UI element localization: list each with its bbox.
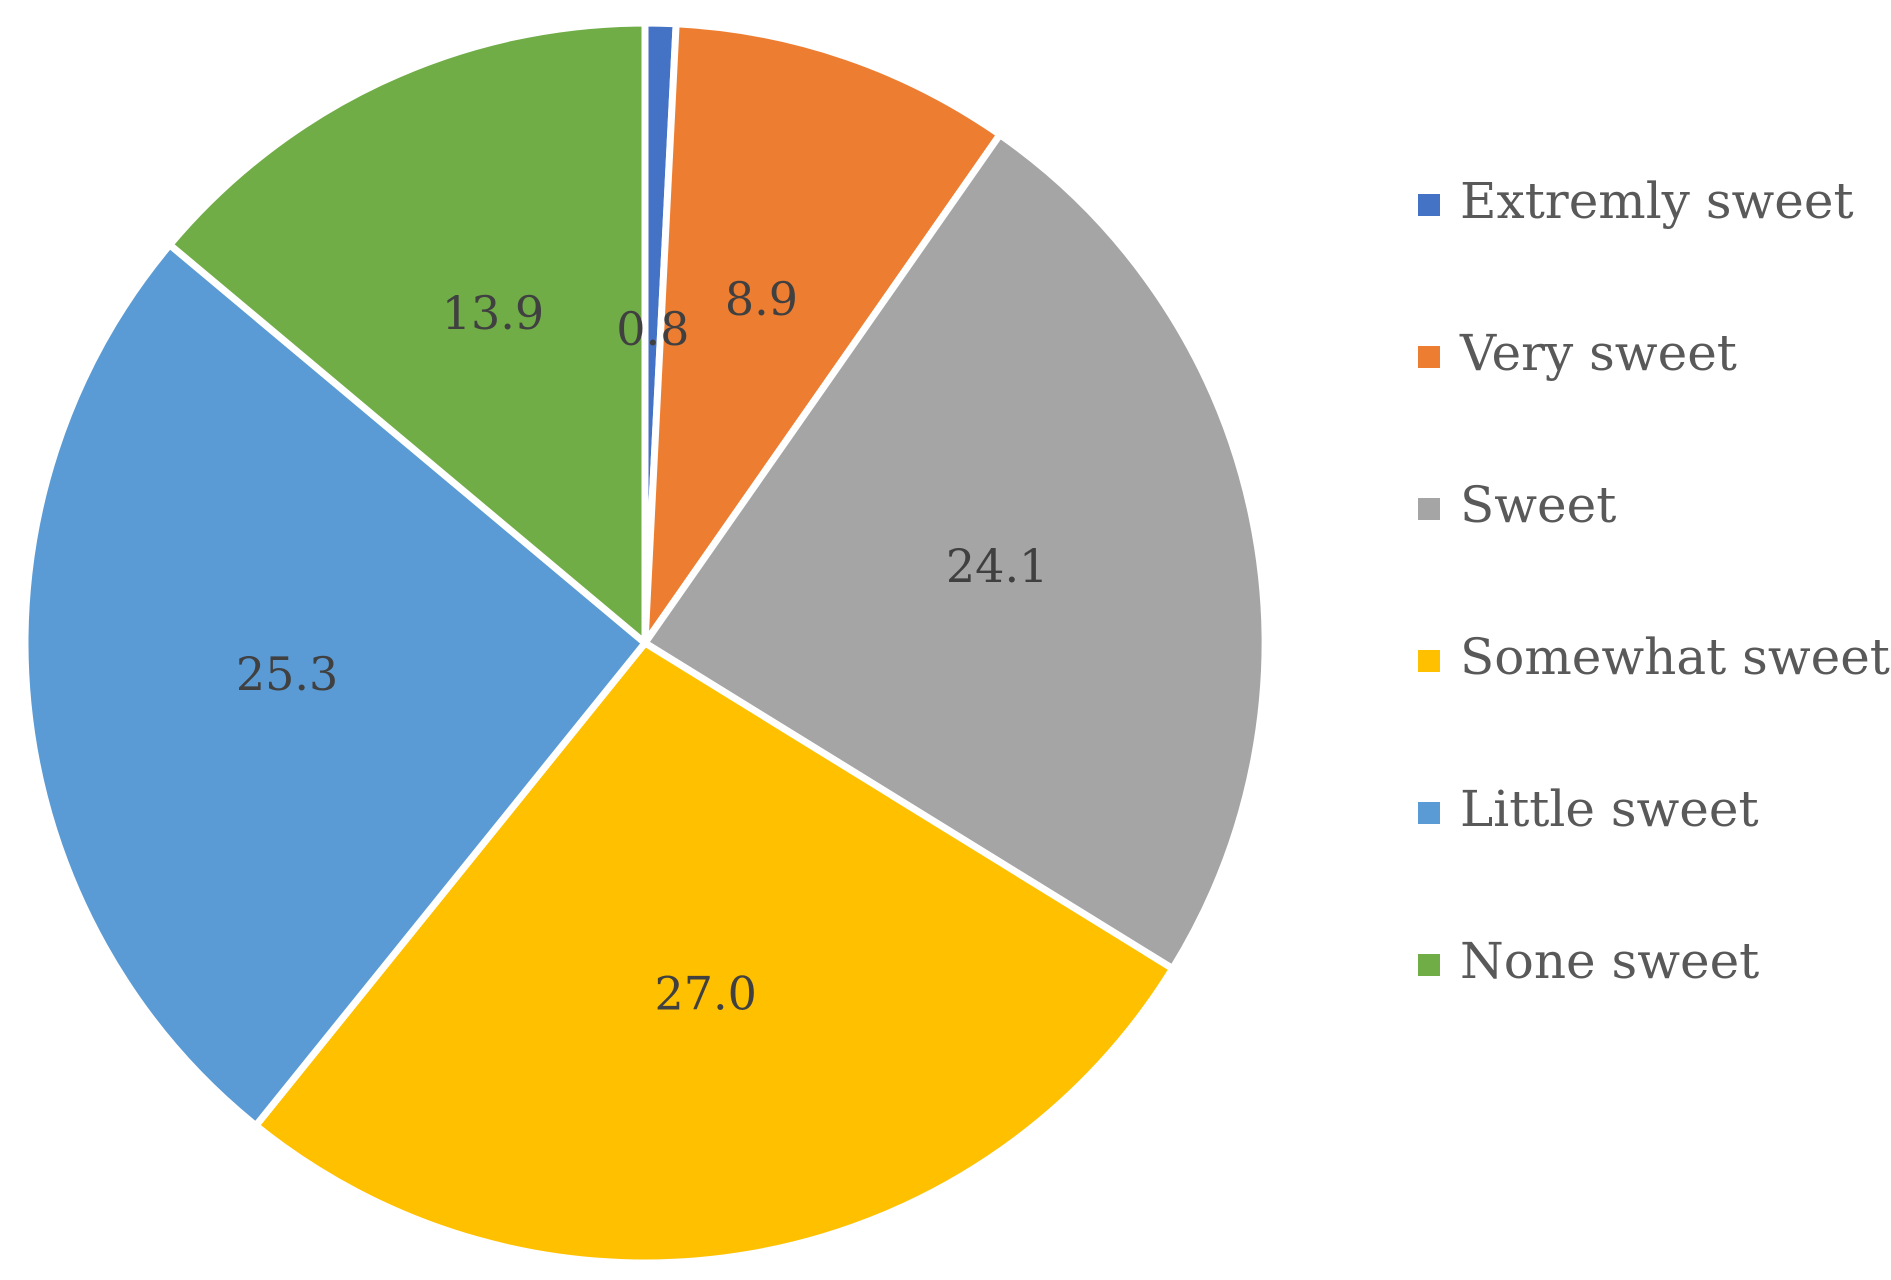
legend-swatch-none-sweet xyxy=(1418,954,1440,976)
legend: Extremly sweet Very sweet Sweet Somewhat sw… xyxy=(1418,172,1890,990)
data-label-somewhat-sweet: 27.0 xyxy=(655,966,757,1020)
legend-swatch-somewhat-sweet xyxy=(1418,650,1440,672)
legend-label-somewhat-sweet: Somewhat sweet xyxy=(1460,628,1890,686)
pie-slice-very-sweet xyxy=(641,20,1004,647)
legend-swatch-sweet xyxy=(1418,498,1440,520)
data-label-none-sweet: 13.9 xyxy=(442,286,544,340)
legend-swatch-extremly-sweet xyxy=(1418,194,1440,216)
legend-label-none-sweet: None sweet xyxy=(1460,932,1759,990)
pie-slice-none-sweet xyxy=(166,19,649,647)
data-label-extremly-sweet: 0.8 xyxy=(616,302,689,356)
legend-label-little-sweet: Little sweet xyxy=(1460,780,1759,838)
data-label-little-sweet: 25.3 xyxy=(236,647,338,701)
legend-swatch-very-sweet xyxy=(1418,346,1440,368)
legend-label-very-sweet: Very sweet xyxy=(1459,324,1737,382)
legend-label-extremly-sweet: Extremly sweet xyxy=(1460,172,1854,230)
legend-swatch-little-sweet xyxy=(1418,802,1440,824)
pie-slice-somewhat-sweet xyxy=(252,639,1177,1267)
pie-slices xyxy=(21,19,1269,1267)
pie-slice-sweet xyxy=(641,131,1269,973)
data-label-very-sweet: 8.9 xyxy=(725,272,798,326)
pie-slice-little-sweet xyxy=(21,241,649,1130)
legend-label-sweet: Sweet xyxy=(1460,476,1616,534)
data-label-sweet: 24.1 xyxy=(946,539,1048,593)
pie-data-labels: 0.8 8.9 24.1 27.0 25.3 13.9 xyxy=(236,272,1048,1021)
